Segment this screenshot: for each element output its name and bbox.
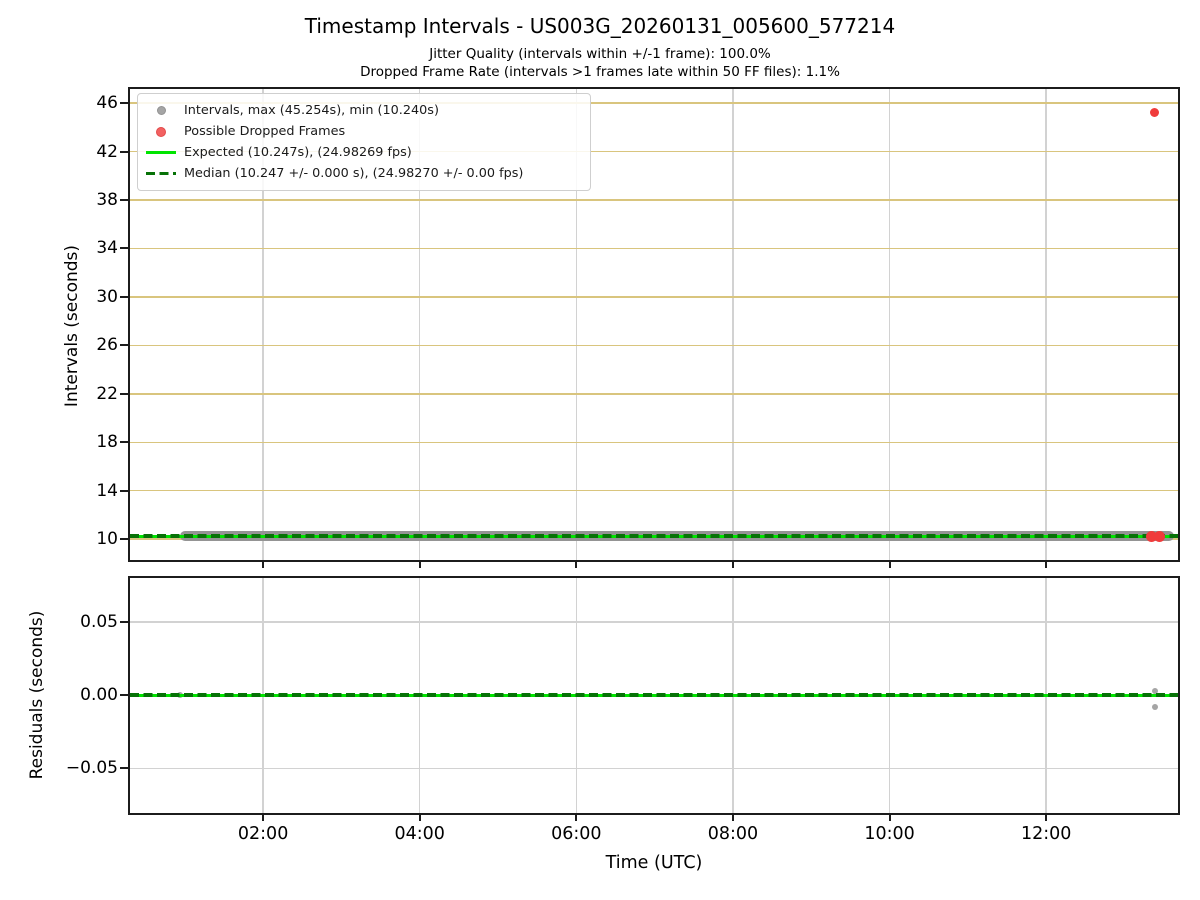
- y-axis-label-residuals: Residuals (seconds): [27, 610, 47, 780]
- gridline-y: [130, 621, 1178, 623]
- y-tick-mark: [120, 620, 128, 623]
- y-tick-mark: [120, 694, 128, 697]
- x-tick-mark: [418, 562, 421, 568]
- gridline-x: [419, 89, 421, 560]
- gridline-x: [732, 89, 734, 560]
- y-tick-label: 42: [96, 141, 118, 162]
- x-tick-mark: [731, 815, 734, 821]
- residual-points-point: [1151, 687, 1158, 694]
- median-line: [130, 534, 1178, 538]
- legend-item-median: Median (10.247 +/- 0.000 s), (24.98270 +…: [138, 163, 590, 184]
- y-tick-mark: [120, 102, 128, 105]
- gridline-y: [130, 247, 1178, 250]
- x-tick-mark: [262, 562, 265, 568]
- possible-dropped-frames-point: [1146, 530, 1158, 542]
- legend-label: Possible Dropped Frames: [184, 124, 346, 139]
- possible-dropped-frames-point: [1154, 530, 1166, 542]
- legend-item-intervals: Intervals, max (45.254s), min (10.240s): [138, 100, 590, 121]
- darkgreen-dashed-line-icon: [138, 171, 184, 176]
- y-axis-label-intervals: Intervals (seconds): [62, 244, 82, 408]
- x-tick-mark: [575, 815, 578, 821]
- x-tick-label: 12:00: [1020, 824, 1072, 844]
- x-tick-label: 02:00: [237, 824, 289, 844]
- y-tick-label: 34: [96, 238, 118, 259]
- x-axis-label: Time (UTC): [605, 853, 703, 873]
- gridline-y: [130, 393, 1178, 395]
- legend-label: Expected (10.247s), (24.98269 fps): [184, 145, 412, 160]
- red-dot-icon: [138, 126, 184, 137]
- gridline-y: [130, 489, 1178, 492]
- legend-label: Intervals, max (45.254s), min (10.240s): [184, 103, 439, 118]
- gridline-y: [130, 767, 1178, 770]
- y-tick-label: 26: [96, 335, 118, 356]
- y-tick-mark: [120, 767, 128, 770]
- x-tick-mark: [575, 562, 578, 568]
- gridline-y: [130, 441, 1178, 443]
- gridline-x: [1045, 89, 1047, 560]
- y-tick-mark: [120, 295, 128, 298]
- median-zero-line: [130, 693, 1178, 697]
- y-tick-mark: [120, 489, 128, 492]
- y-tick-label: 0.00: [80, 685, 118, 706]
- legend: Intervals, max (45.254s), min (10.240s) …: [137, 93, 591, 191]
- gray-dot-icon: [138, 106, 184, 115]
- y-tick-label: 38: [96, 189, 118, 210]
- y-tick-mark: [120, 392, 128, 395]
- legend-item-dropped-frames: Possible Dropped Frames: [138, 121, 590, 142]
- x-tick-label: 04:00: [394, 824, 445, 844]
- y-tick-label: 14: [96, 480, 118, 501]
- y-tick-label: 0.05: [80, 611, 118, 632]
- subtitle-dropped-frame-rate: Dropped Frame Rate (intervals >1 frames …: [360, 64, 840, 80]
- y-tick-label: 30: [96, 286, 118, 307]
- subtitle-jitter-quality: Jitter Quality (intervals within +/-1 fr…: [429, 46, 771, 62]
- gridline-x: [575, 89, 578, 560]
- y-tick-label: 10: [96, 529, 118, 550]
- y-tick-mark: [120, 150, 128, 153]
- x-tick-mark: [1045, 815, 1048, 821]
- gridline-x: [888, 89, 891, 560]
- green-line-icon: [138, 151, 184, 154]
- y-tick-label: 22: [96, 383, 118, 404]
- x-tick-label: 06:00: [551, 824, 602, 844]
- legend-item-expected: Expected (10.247s), (24.98269 fps): [138, 142, 590, 163]
- residuals-plot: [128, 576, 1180, 815]
- x-tick-mark: [888, 815, 891, 821]
- y-tick-mark: [120, 247, 128, 250]
- x-tick-mark: [731, 562, 734, 568]
- gridline-y: [130, 199, 1178, 201]
- y-tick-mark: [120, 441, 128, 444]
- intervals-plot: [128, 87, 1180, 562]
- y-tick-mark: [120, 538, 128, 541]
- gridline-y: [130, 296, 1178, 298]
- figure-title: Timestamp Intervals - US003G_20260131_00…: [304, 14, 896, 38]
- legend-label: Median (10.247 +/- 0.000 s), (24.98270 +…: [184, 166, 524, 181]
- possible-dropped-frames-point: [1150, 107, 1159, 117]
- gridline-y: [130, 102, 1178, 104]
- gridline-x: [262, 89, 264, 560]
- y-tick-label: 18: [96, 432, 118, 453]
- gridline-y: [130, 344, 1178, 347]
- x-tick-mark: [888, 562, 891, 568]
- x-tick-mark: [1045, 562, 1048, 568]
- x-tick-mark: [418, 815, 421, 821]
- gridline-y: [130, 150, 1178, 153]
- x-tick-label: 08:00: [707, 824, 759, 844]
- y-tick-label: 46: [96, 93, 118, 114]
- residual-points-point: [1151, 703, 1158, 710]
- x-tick-mark: [262, 815, 265, 821]
- y-tick-mark: [120, 344, 128, 347]
- x-tick-label: 10:00: [864, 824, 915, 844]
- y-tick-label: −0.05: [65, 758, 118, 779]
- y-tick-mark: [120, 198, 128, 201]
